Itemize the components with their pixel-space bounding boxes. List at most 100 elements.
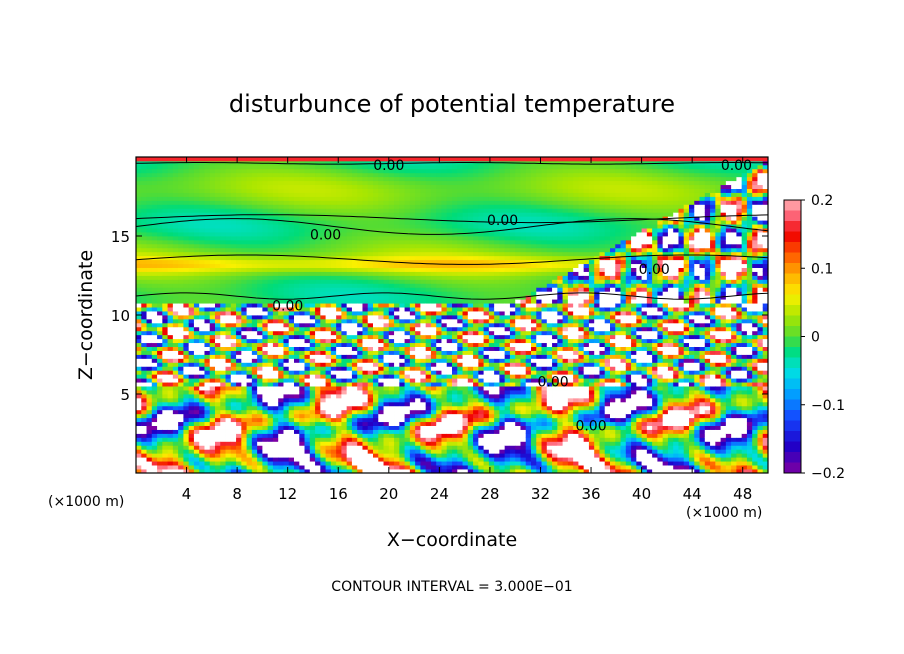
heatmap-cell — [388, 204, 395, 209]
heatmap-cell — [420, 449, 427, 454]
heatmap-cell — [178, 358, 184, 363]
heatmap-cell — [362, 469, 369, 473]
heatmap-cell — [357, 315, 363, 320]
heatmap-cell — [199, 445, 205, 450]
heatmap-cell — [288, 370, 295, 375]
heatmap-cell — [373, 192, 379, 197]
heatmap-cell — [362, 239, 369, 245]
heatmap-cell — [315, 417, 321, 423]
heatmap-cell — [362, 346, 369, 351]
heatmap-cell — [188, 259, 195, 265]
heatmap-cell — [236, 326, 242, 332]
heatmap-cell — [241, 255, 247, 261]
heatmap-cell — [425, 366, 432, 371]
heatmap-cell — [383, 334, 390, 340]
heatmap-cell — [441, 370, 448, 375]
heatmap-cell — [357, 386, 363, 391]
heatmap-cell — [236, 330, 242, 336]
heatmap-cell — [367, 421, 374, 426]
heatmap-cell — [420, 216, 427, 221]
heatmap-cell — [294, 318, 300, 324]
heatmap-cell — [236, 275, 242, 280]
heatmap-cell — [251, 271, 258, 276]
heatmap-cell — [425, 168, 432, 174]
heatmap-cell — [399, 378, 405, 383]
heatmap-cell — [183, 362, 190, 367]
heatmap-cell — [230, 172, 237, 178]
heatmap-cell — [204, 322, 211, 328]
heatmap-cell — [404, 255, 411, 261]
heatmap-cell — [183, 461, 190, 466]
heatmap-cell — [309, 366, 316, 371]
heatmap-cell — [320, 441, 326, 446]
heatmap-cell — [188, 354, 195, 359]
heatmap-cell — [315, 350, 321, 355]
heatmap-cell — [151, 382, 158, 387]
heatmap-cell — [167, 157, 174, 162]
heatmap-cell — [362, 168, 369, 174]
heatmap-cell — [167, 338, 174, 344]
heatmap-cell — [193, 394, 200, 399]
heatmap-cell — [330, 283, 337, 288]
heatmap-cell — [320, 220, 326, 225]
heatmap-cell — [236, 449, 242, 454]
heatmap-cell — [336, 164, 342, 170]
heatmap-cell — [309, 157, 316, 162]
heatmap-cell — [420, 255, 427, 261]
heatmap-cell — [225, 362, 232, 367]
heatmap-cell — [188, 279, 195, 284]
heatmap-cell — [141, 283, 147, 288]
heatmap-cell — [278, 397, 284, 403]
heatmap-cell — [141, 168, 147, 174]
heatmap-cell — [262, 299, 269, 304]
heatmap-cell — [278, 172, 284, 178]
heatmap-cell — [336, 330, 342, 336]
heatmap-cell — [199, 311, 205, 316]
heatmap-cell — [436, 311, 442, 316]
heatmap-cell — [209, 417, 216, 423]
heatmap-cell — [430, 374, 437, 379]
heatmap-cell — [388, 425, 395, 430]
heatmap-cell — [330, 342, 337, 347]
heatmap-cell — [294, 362, 300, 367]
heatmap-cell — [304, 204, 311, 209]
heatmap-cell — [415, 188, 421, 193]
heatmap-cell — [425, 275, 432, 280]
heatmap-cell — [141, 354, 147, 359]
heatmap-cell — [415, 200, 421, 205]
heatmap-cell — [446, 453, 453, 458]
heatmap-cell — [362, 350, 369, 355]
heatmap-cell — [193, 449, 200, 454]
heatmap-cell — [378, 307, 384, 312]
heatmap-cell — [188, 338, 195, 344]
heatmap-cell — [172, 192, 179, 197]
heatmap-cell — [267, 378, 274, 383]
heatmap-cell — [415, 326, 421, 332]
heatmap-cell — [357, 303, 363, 308]
heatmap-cell — [436, 322, 442, 328]
heatmap-cell — [299, 378, 305, 383]
heatmap-cell — [220, 394, 226, 399]
heatmap-cell — [388, 394, 395, 399]
heatmap-cell — [373, 232, 379, 237]
heatmap-cell — [320, 346, 326, 351]
heatmap-cell — [325, 338, 332, 344]
heatmap-cell — [283, 311, 290, 316]
heatmap-cell — [294, 157, 300, 162]
heatmap-cell — [341, 160, 348, 166]
heatmap-cell — [315, 433, 321, 438]
heatmap-cell — [457, 196, 463, 201]
heatmap-cell — [267, 295, 274, 300]
heatmap-cell — [288, 279, 295, 284]
heatmap-cell — [399, 429, 405, 434]
heatmap-cell — [251, 346, 258, 351]
heatmap-cell — [267, 409, 274, 415]
heatmap-cell — [241, 338, 247, 344]
heatmap-cell — [357, 224, 363, 229]
heatmap-cell — [446, 275, 453, 280]
heatmap-cell — [267, 192, 274, 197]
heatmap-cell — [178, 255, 184, 261]
heatmap-cell — [336, 445, 342, 450]
heatmap-cell — [199, 267, 205, 272]
heatmap-cell — [425, 425, 432, 430]
